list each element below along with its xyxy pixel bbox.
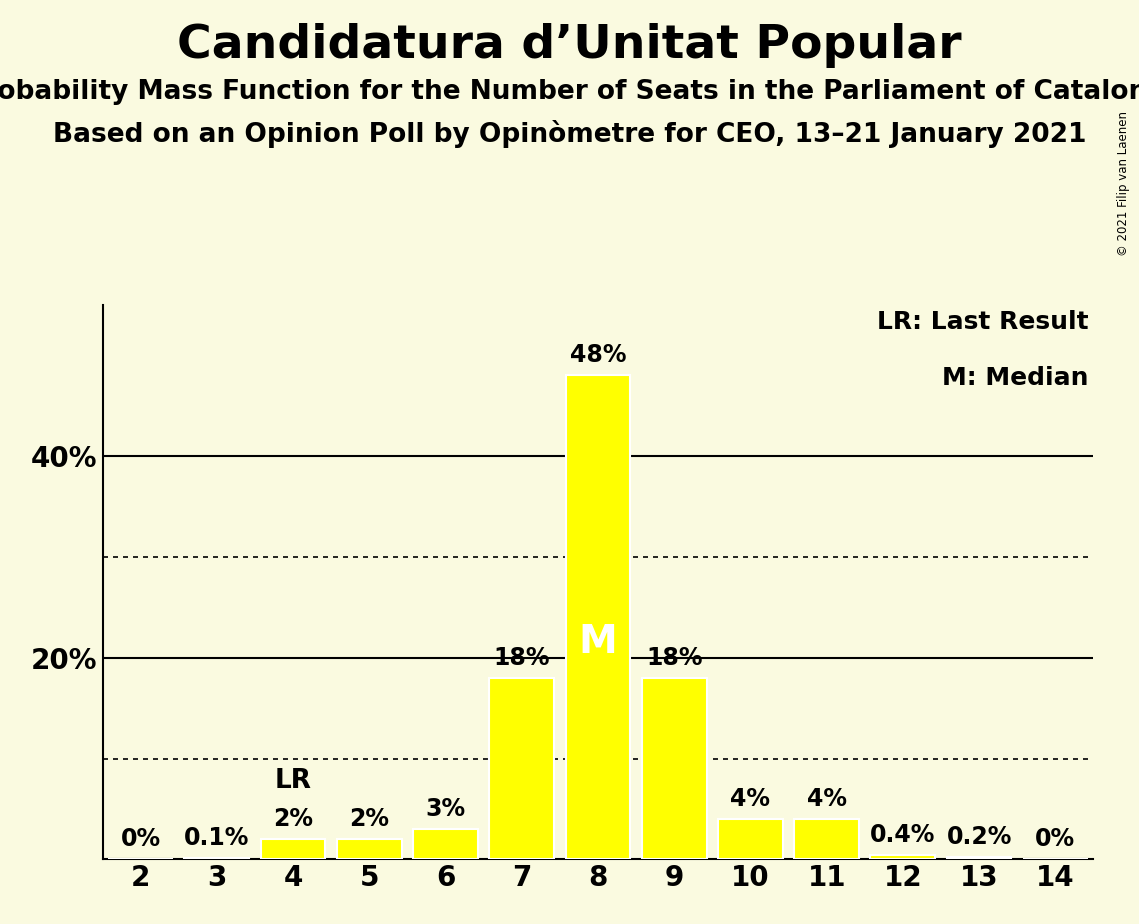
Text: 0.1%: 0.1% bbox=[185, 826, 249, 850]
Bar bbox=[261, 839, 326, 859]
Text: 0%: 0% bbox=[1035, 827, 1075, 851]
Bar bbox=[185, 858, 249, 859]
Text: 18%: 18% bbox=[493, 646, 550, 670]
Text: 2%: 2% bbox=[350, 807, 390, 831]
Bar bbox=[337, 839, 402, 859]
Text: M: Median: M: Median bbox=[942, 366, 1089, 390]
Bar bbox=[566, 375, 630, 859]
Text: Candidatura d’Unitat Popular: Candidatura d’Unitat Popular bbox=[178, 23, 961, 68]
Text: LR: Last Result: LR: Last Result bbox=[877, 310, 1089, 334]
Text: Based on an Opinion Poll by Opinòmetre for CEO, 13–21 January 2021: Based on an Opinion Poll by Opinòmetre f… bbox=[52, 120, 1087, 148]
Bar bbox=[947, 857, 1011, 859]
Text: 3%: 3% bbox=[426, 797, 466, 821]
Text: 0.2%: 0.2% bbox=[947, 825, 1011, 849]
Text: 18%: 18% bbox=[646, 646, 703, 670]
Text: 0%: 0% bbox=[121, 827, 161, 851]
Bar bbox=[794, 819, 859, 859]
Text: 0.4%: 0.4% bbox=[870, 823, 935, 847]
Text: M: M bbox=[579, 623, 617, 661]
Text: 4%: 4% bbox=[806, 787, 846, 811]
Bar bbox=[490, 678, 555, 859]
Bar bbox=[870, 856, 935, 859]
Text: 4%: 4% bbox=[730, 787, 770, 811]
Text: 2%: 2% bbox=[273, 807, 313, 831]
Text: LR: LR bbox=[274, 768, 312, 794]
Text: Probability Mass Function for the Number of Seats in the Parliament of Catalonia: Probability Mass Function for the Number… bbox=[0, 79, 1139, 104]
Text: 48%: 48% bbox=[570, 344, 626, 368]
Bar bbox=[641, 678, 706, 859]
Text: © 2021 Filip van Laenen: © 2021 Filip van Laenen bbox=[1117, 111, 1130, 256]
Bar bbox=[413, 829, 478, 859]
Bar bbox=[718, 819, 782, 859]
